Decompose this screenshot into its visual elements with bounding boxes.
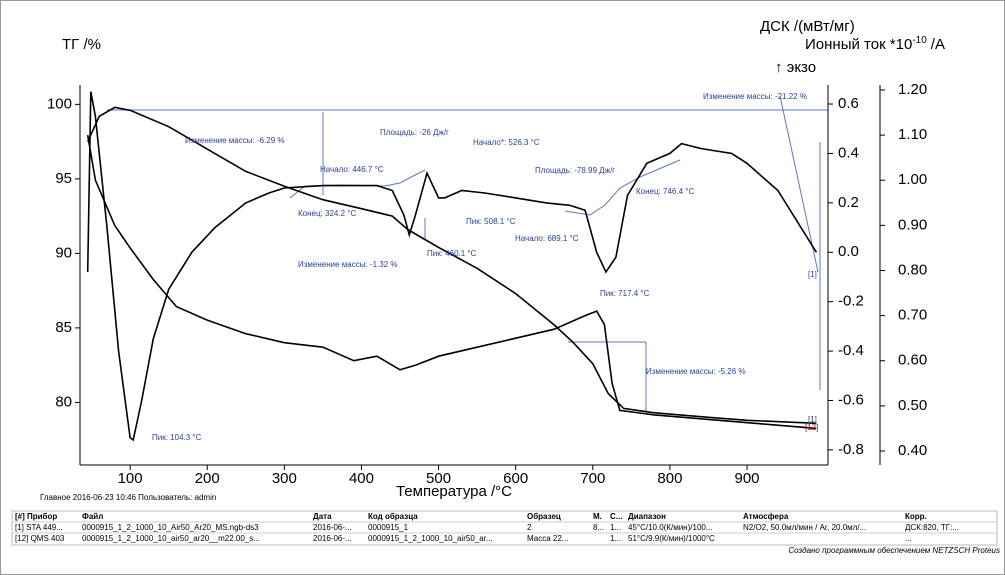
curve — [86, 134, 817, 430]
table-cell: ДСК:820, ТГ:... — [905, 523, 959, 532]
x-axis-label: Температура /°C — [396, 483, 512, 500]
y2ticks-label: 0.0 — [838, 243, 859, 260]
annotation: Начало: 689.1 °C — [515, 234, 579, 243]
table-cell: Масса 22... — [527, 534, 568, 543]
annotation: Начало: 446.7 °C — [320, 165, 384, 174]
info-table: [#] Прибор Файл Дата Код образца Образец М. С.… — [11, 510, 998, 546]
table-cell: 2 — [527, 523, 532, 532]
annotation: Изменение массы: -5.26 % — [646, 367, 746, 376]
credit: Создано программным обеспечением NETZSCH… — [788, 546, 1000, 555]
table-header: Образец — [527, 512, 561, 521]
table-cell: 2016-06-... — [313, 523, 352, 532]
annotation: [12] — [805, 423, 818, 432]
table-cell: 8... — [593, 523, 604, 532]
y-axis-label: ТГ /% — [62, 36, 101, 53]
y3ticks-label: 0.50 — [898, 397, 927, 414]
table-cell: 0000915_1 — [368, 523, 409, 532]
annotation: Пик: 104.3 °C — [152, 433, 202, 442]
table-header: [#] Прибор — [15, 512, 57, 521]
y2ticks-label: -0.4 — [838, 342, 864, 359]
table-cell: 51°C/9.9(К/мин)/1000°C — [628, 534, 715, 543]
footer: Главное 2016-06-23 10:46 Пользователь: a… — [40, 493, 216, 502]
table-cell: N2/O2, 50.0мл/мин / Ar, 20.0мл/... — [743, 523, 866, 532]
table-header: Код образца — [368, 512, 418, 521]
annotation: Пик: 508.1 °C — [466, 217, 516, 226]
table-cell: 1... — [610, 523, 621, 532]
annotation: Изменение массы: -1.32 % — [298, 260, 398, 269]
x-tick-label: 900 — [735, 470, 760, 487]
table-cell: [12] QMS 403 — [15, 534, 65, 543]
y2ticks-label: 0.4 — [838, 144, 859, 161]
table-header: Диапазон — [628, 512, 666, 521]
y3ticks-label: 0.70 — [898, 307, 927, 324]
curve — [86, 106, 817, 425]
x-tick-label: 700 — [580, 470, 605, 487]
y2ticks-label: -0.8 — [838, 441, 864, 458]
table-header: Атмосфера — [743, 512, 789, 521]
annotation: [1] — [808, 415, 817, 424]
table-header: Корр. — [905, 512, 927, 521]
y3ticks-label: 0.80 — [898, 261, 927, 278]
y3-axis-label: Ионный ток *10-10/А — [805, 35, 945, 53]
y3ticks-label: 1.00 — [898, 171, 927, 188]
annotation: Пик: 717.4 °C — [600, 289, 650, 298]
yticks-label: 85 — [55, 319, 72, 336]
table-header: Дата — [313, 512, 332, 521]
yticks-label: 95 — [55, 170, 72, 187]
exo-label: ↑ экзо — [775, 59, 816, 76]
y2ticks-label: 0.2 — [838, 194, 859, 211]
y3-label-unit: /А — [931, 36, 945, 53]
y3ticks-label: 1.20 — [898, 81, 927, 98]
x-tick-label: 600 — [503, 470, 528, 487]
y2-axis-label: ДСК /(мВт/мг) — [760, 18, 855, 35]
x-tick-label: 800 — [657, 470, 682, 487]
y3ticks-label: 0.90 — [898, 216, 927, 233]
x-tick-label: 400 — [349, 470, 374, 487]
x-tick-label: 200 — [195, 470, 220, 487]
table-header: Файл — [82, 512, 103, 521]
y2ticks-label: -0.2 — [838, 293, 864, 310]
annotation: Конец: 746.4 °C — [636, 187, 694, 196]
curve — [86, 91, 818, 442]
x-tick-label: 500 — [426, 470, 451, 487]
yticks-label: 100 — [47, 95, 72, 112]
y2ticks-label: 0.6 — [838, 95, 859, 112]
y2ticks-label: -0.6 — [838, 391, 864, 408]
annotation: Площадь: -26 Дж/г — [380, 128, 449, 137]
table-cell: 0000915_1_2_1000_10_air50_ar20__m22.00_s… — [82, 534, 260, 543]
yticks-label: 80 — [55, 393, 72, 410]
annotation: Конец: 324.2 °C — [298, 209, 356, 218]
annotation: Пик: 460.1 °C — [427, 249, 477, 258]
table-border — [11, 510, 998, 546]
x-tick-label: 300 — [272, 470, 297, 487]
x-tick-label: 100 — [118, 470, 143, 487]
table-header: С... — [610, 512, 622, 521]
annotation: [1] — [808, 270, 817, 279]
annotation: Изменение массы: -21.22 % — [703, 92, 807, 101]
annotation: Площадь: -78.99 Дж/г — [535, 166, 615, 175]
y3ticks-label: 0.60 — [898, 352, 927, 369]
y3ticks-label: 1.10 — [898, 126, 927, 143]
table-cell: ... — [905, 534, 912, 543]
leader — [779, 95, 819, 273]
y3ticks-label: 0.40 — [898, 442, 927, 459]
table-cell: 45°C/10.0(К/мин)/100... — [628, 523, 713, 532]
table-header: М. — [593, 512, 602, 521]
annotation: Изменение массы: -6.29 % — [185, 136, 285, 145]
table-cell: 0000915_1_2_1000_10_air50_ar... — [368, 534, 493, 543]
table-cell: [1] STA 449... — [15, 523, 63, 532]
table-cell: 2016-06-... — [313, 534, 352, 543]
annotation: Начало*: 526.3 °C — [473, 138, 540, 147]
yticks-label: 90 — [55, 244, 72, 261]
table-cell: 1... — [610, 534, 621, 543]
table-cell: 0000915_1_2_1000_10_Air50_Ar20_MS.ngb-ds… — [82, 523, 259, 532]
y3-label-text: Ионный ток *10 — [805, 36, 912, 53]
y3-label-exp: -10 — [912, 35, 927, 46]
